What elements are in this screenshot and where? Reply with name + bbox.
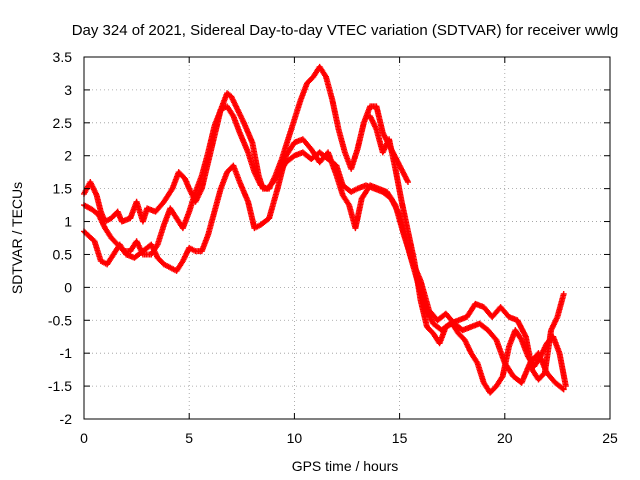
data-points [81, 63, 569, 396]
x-tick-label: 0 [80, 430, 88, 446]
x-axis-ticks: 0 5 10 15 20 25 [80, 57, 618, 446]
y-tick-label: 1.5 [53, 181, 73, 197]
x-axis-label: GPS time / hours [292, 458, 399, 474]
y-tick-label: 1 [64, 214, 72, 230]
y-tick-label: 2.5 [53, 115, 73, 131]
y-tick-label: 0.5 [53, 246, 73, 262]
y-tick-label: 2 [64, 148, 72, 164]
y-tick-label: -2 [60, 411, 73, 427]
y-tick-label: 3.5 [53, 49, 73, 65]
plot-frame [83, 56, 611, 420]
x-tick-label: 15 [392, 430, 408, 446]
data-point [560, 386, 567, 393]
data-point [562, 383, 569, 390]
y-tick-label: -1 [60, 345, 73, 361]
data-point-fill [559, 385, 566, 392]
y-axis-label: SDTVAR / TECUs [9, 182, 25, 294]
data-point [560, 290, 567, 297]
x-tick-label: 20 [497, 430, 513, 446]
y-tick-label: -0.5 [48, 312, 72, 328]
x-tick-label: 25 [602, 430, 618, 446]
x-tick-label: 10 [287, 430, 303, 446]
y-axis-ticks: -2 -1.5 -1 -0.5 0 0.5 1 1.5 2 2.5 3 3.5 [48, 49, 610, 427]
chart-title: Day 324 of 2021, Sidereal Day-to-day VTE… [72, 22, 619, 39]
y-tick-label: 3 [64, 82, 72, 98]
y-tick-label: -1.5 [48, 378, 72, 394]
data-point [405, 179, 412, 186]
y-tick-label: 0 [64, 279, 72, 295]
x-tick-label: 5 [185, 430, 193, 446]
